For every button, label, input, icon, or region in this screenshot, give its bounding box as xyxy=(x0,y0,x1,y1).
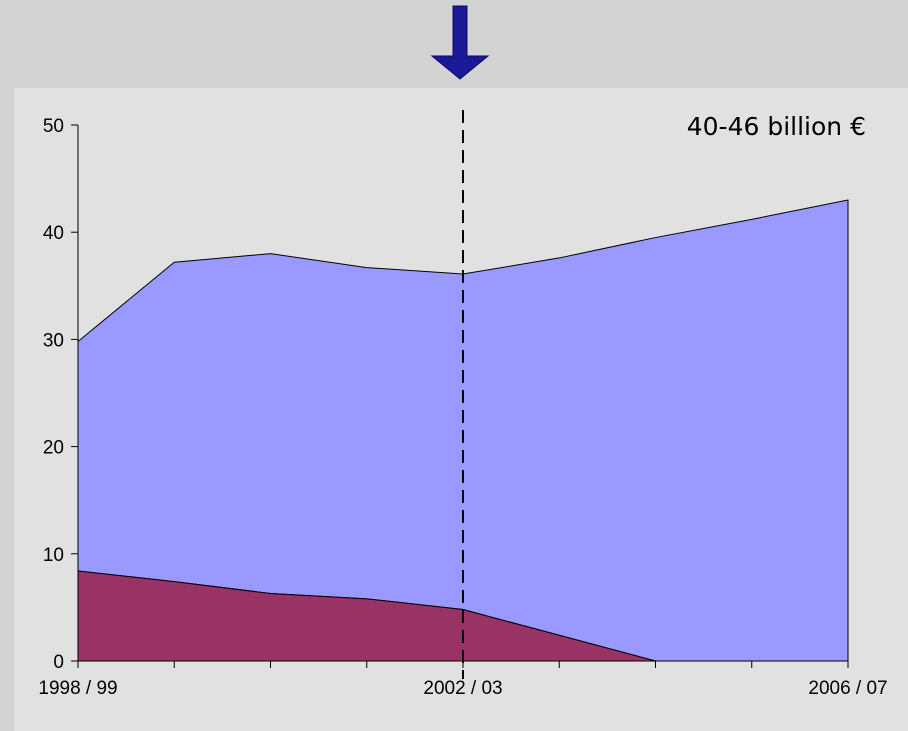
x-tick-label-1: 2002 / 03 xyxy=(423,678,502,699)
chart-annotation: 40-46 billion € xyxy=(687,112,866,141)
x-tick-label-0: 1998 / 99 xyxy=(38,678,117,699)
x-tick-label-2: 2006 / 07 xyxy=(808,678,887,699)
y-tick-label-40: 40 xyxy=(43,223,64,244)
y-tick-label-50: 50 xyxy=(43,116,64,137)
y-tick-labels: 0 10 20 30 40 50 xyxy=(43,116,64,673)
y-tick-label-0: 0 xyxy=(53,652,64,673)
chart-panel: 0 10 20 30 40 50 1998 / 99 2002 / 03 2006 / 07 … xyxy=(14,88,908,731)
down-arrow-icon xyxy=(430,5,490,80)
y-tick-label-20: 20 xyxy=(43,438,64,459)
y-tick-label-30: 30 xyxy=(43,330,64,351)
x-tick-labels: 1998 / 99 2002 / 03 2006 / 07 xyxy=(38,678,887,699)
arrow-shape xyxy=(430,5,490,80)
y-tick-label-10: 10 xyxy=(43,545,64,566)
